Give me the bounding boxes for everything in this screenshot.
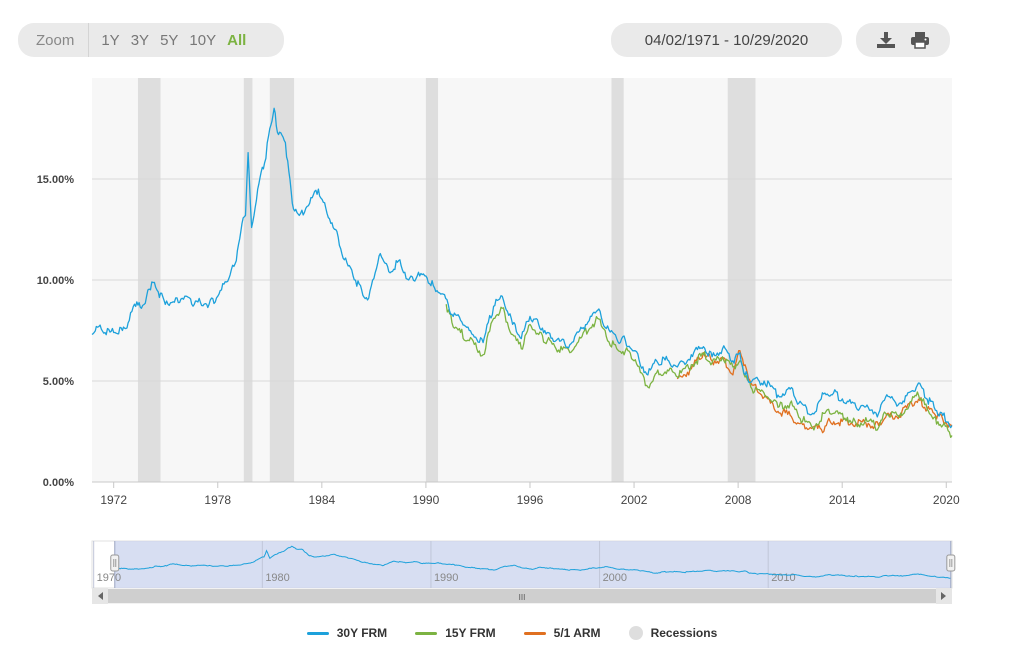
arrow-right-icon [941,592,946,600]
legend-label-15y: 15Y FRM [445,626,496,640]
legend-item-recessions[interactable]: Recessions [628,626,718,640]
y-gridlines [92,178,952,382]
navigator-series-line [114,545,951,579]
mortgage-rate-chart: 0.00%5.00%10.00%15.00% 1972 1978 1984 1990 1… [37,78,960,507]
legend-swatch-recessions [628,626,643,640]
legend-item-15y-frm[interactable]: 15Y FRM [415,626,496,640]
y-tick-label: 0.00% [43,477,74,489]
x-tick-label: 1996 [517,493,544,507]
x-tick-label: 2014 [829,493,856,507]
zoom-label: Zoom [36,31,75,49]
chart-legend: 30Y FRM 15Y FRM 5/1 ARM Recessions [0,622,1024,644]
navigator-selection[interactable] [114,541,951,588]
zoom-3y-button[interactable]: 3Y [130,31,150,49]
legend-swatch-arm [523,631,546,635]
navigator-handle-right[interactable] [946,541,956,588]
legend-label-recessions: Recessions [650,626,718,640]
export-toolbar [856,23,950,57]
zoom-all-button[interactable]: All [227,31,247,49]
arrow-left-icon [98,592,103,600]
legend-swatch-30y [306,631,329,635]
navigator-handle-left[interactable] [110,541,120,588]
print-icon[interactable] [910,31,930,49]
series-30y-frm-line [91,107,953,429]
zoom-10y-button[interactable]: 10Y [189,31,217,49]
date-range-display[interactable]: 04/02/1971 - 10/29/2020 [611,23,842,57]
series-lines [91,107,953,439]
x-tick-label: 2002 [621,493,648,507]
zoom-divider [88,23,90,57]
scrollbar-thumb[interactable] [108,589,936,603]
zoom-selector: Zoom 1Y 3Y 5Y 10Y All [18,23,284,57]
zoom-5y-button[interactable]: 5Y [160,31,179,49]
x-tick-label: 1978 [204,493,231,507]
navigator-tick-label: 2010 [771,572,795,584]
x-tick-label: 2008 [725,493,752,507]
navigator-tick-label: 1980 [265,572,289,584]
handle-grip[interactable] [110,554,120,572]
y-tick-label: 15.00% [37,174,75,186]
x-tick-label: 1990 [413,493,440,507]
download-icon[interactable] [876,31,896,49]
x-tick-label: 2020 [933,493,960,507]
y-tick-label: 5.00% [43,376,74,388]
scrollbar-grip: III [519,593,526,602]
navigator-ticks: 1970 1980 1990 2000 2010 [93,541,796,588]
navigator-tick-label: 1990 [434,572,458,584]
navigator-tick-label: 1970 [97,572,121,584]
navigator-tick-label: 2000 [603,572,627,584]
series-15y-frm-line [445,304,953,439]
x-axis-labels: 1972 1978 1984 1990 1996 2002 2008 2014 2020 [100,482,960,507]
zoom-1y-button[interactable]: 1Y [101,31,120,49]
handle-grip[interactable] [946,554,956,572]
legend-item-30y-frm[interactable]: 30Y FRM [306,626,388,640]
legend-item-arm[interactable]: 5/1 ARM [523,626,601,640]
legend-label-30y: 30Y FRM [336,626,388,640]
x-tick-label: 1972 [100,493,127,507]
x-tick-label: 1984 [308,493,335,507]
y-axis-labels: 0.00% 5.00% 10.00% 15.00% [37,174,75,489]
range-navigator: 1970 1980 1990 2000 2010 III [91,540,956,604]
legend-label-arm: 5/1 ARM [553,626,601,640]
legend-swatch-15y [415,631,438,635]
y-tick-label: 10.00% [37,275,75,287]
